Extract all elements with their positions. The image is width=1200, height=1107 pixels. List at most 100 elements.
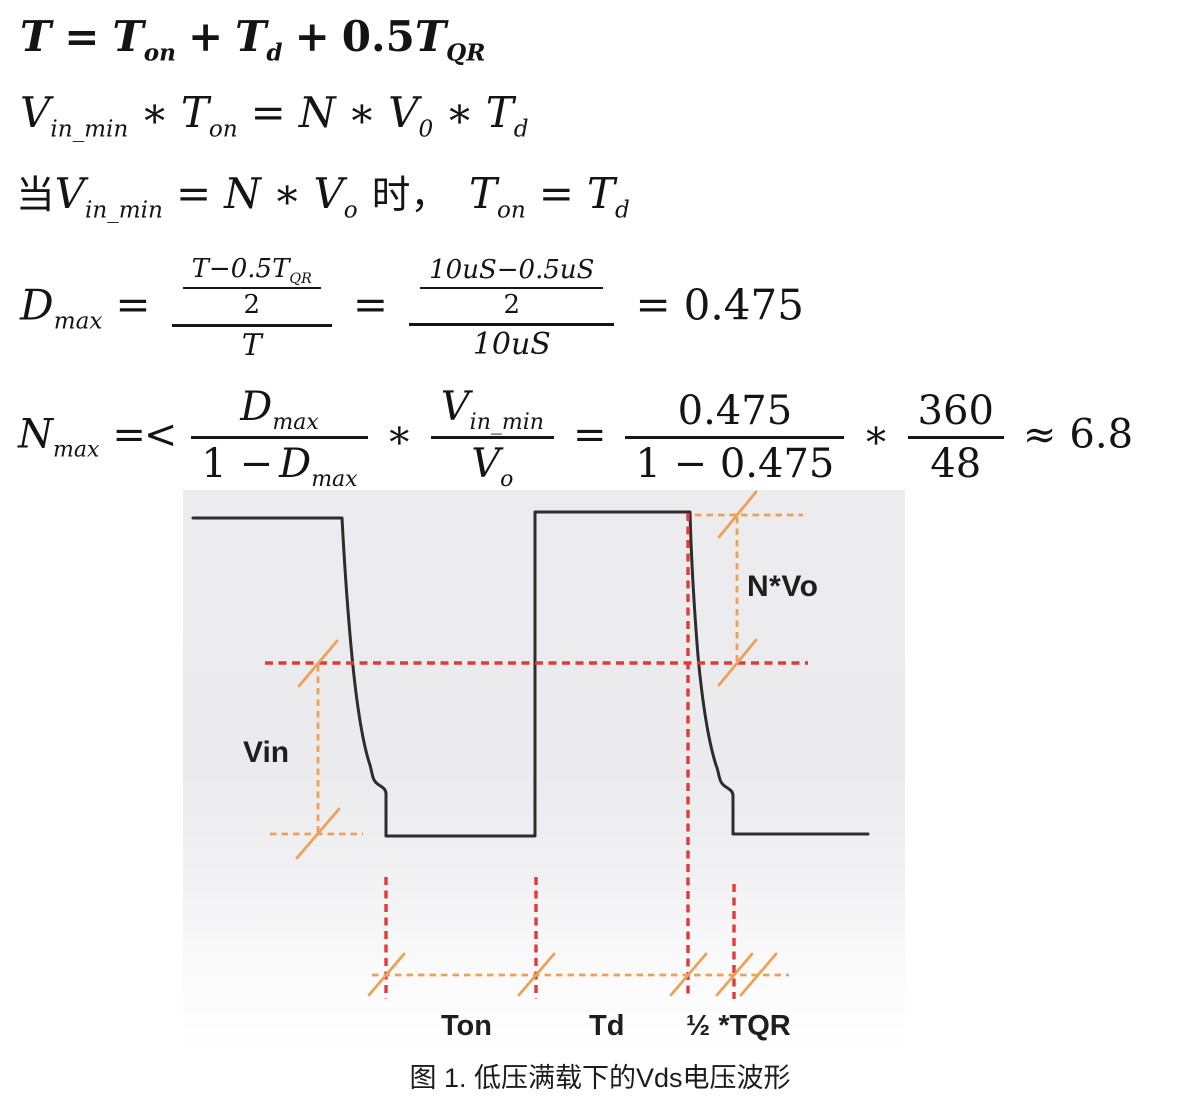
subscript: max xyxy=(311,467,358,492)
subscript: max xyxy=(272,410,319,435)
math-token: N xyxy=(298,88,336,137)
fraction-numerator: T−0.5TQR 2 xyxy=(172,252,332,324)
math-token: + xyxy=(187,12,224,61)
subscript: d xyxy=(266,39,283,67)
fraction-bar xyxy=(420,286,604,289)
fraction: 10uS−0.5uS 2 xyxy=(420,254,604,322)
subscript: QR xyxy=(289,271,312,288)
math-token: V xyxy=(440,384,470,430)
subscript: in_min xyxy=(50,116,129,143)
math-token: V xyxy=(20,88,51,137)
math-token: N xyxy=(18,411,53,458)
math-token: = xyxy=(352,280,389,330)
fraction-numerator: Dmax xyxy=(230,382,328,436)
fraction-bar xyxy=(182,287,321,290)
subscript: on xyxy=(496,197,526,224)
math-token: ≈ xyxy=(1022,411,1057,458)
subscript: d xyxy=(614,197,630,224)
math-token: ∗ xyxy=(862,411,890,458)
fraction-bar xyxy=(907,436,1004,439)
math-token: V xyxy=(54,169,85,218)
fraction-numerator: 0.475 xyxy=(677,388,793,434)
fraction-numerator: 10uS−0.5uS 2 xyxy=(409,253,614,323)
math-token: T xyxy=(235,12,267,61)
equation-dmax: Dmax = T−0.5TQR 2 T = 10uS−0.5uS 2 10uS = 0.475 xyxy=(20,252,804,365)
fraction: 360 48 xyxy=(907,386,1004,489)
math-token: 1 − xyxy=(201,441,274,487)
equation-condition: 当Vin_min = N ∗ Vo 时， Ton = Td xyxy=(16,164,630,222)
equation-period: T = Ton + Td +0.5TQR xyxy=(20,12,485,64)
td-label: Td xyxy=(589,1010,625,1042)
math-token: = xyxy=(538,169,574,218)
fraction-denominator: 2 xyxy=(243,290,261,321)
vin-label: Vin xyxy=(243,736,290,769)
fraction-numerator: 10uS−0.5uS xyxy=(420,254,603,287)
fraction-denominator: T xyxy=(241,327,262,363)
math-token: ∗ xyxy=(272,169,302,218)
cjk-word-when: 当 xyxy=(16,173,55,218)
ton-label: Ton xyxy=(441,1010,492,1042)
fraction-numerator: T−0.5TQR xyxy=(183,253,321,287)
fraction-denominator: 1 − 0.475 xyxy=(635,441,835,487)
fraction: 0.475 1 − 0.475 xyxy=(625,386,845,489)
cjk-word-then: 时， xyxy=(371,173,449,218)
subscript: QR xyxy=(446,39,486,67)
fraction-numerator: 360 xyxy=(917,388,994,434)
subscript: on xyxy=(143,39,176,67)
fraction: Dmax 1 − Dmax xyxy=(191,382,368,493)
math-token: = xyxy=(175,169,212,218)
equation-volt-seconds: Vin_min ∗ Ton = N ∗ V0 ∗ Td xyxy=(20,88,529,141)
math-token: + xyxy=(294,12,330,61)
math-token: ∗ xyxy=(445,88,474,137)
fraction: Vin_min Vo xyxy=(430,382,554,493)
math-token: T xyxy=(20,12,52,61)
math-token: ∗ xyxy=(140,88,169,137)
math-token: T xyxy=(485,88,514,137)
math-token: V xyxy=(471,441,501,487)
fraction: T−0.5TQR 2 xyxy=(182,253,321,323)
math-token: D xyxy=(279,441,312,487)
math-token: = xyxy=(250,88,286,137)
math-token: = xyxy=(572,411,607,458)
subscript: on xyxy=(208,116,238,143)
half-tqr-label: ½ *TQR xyxy=(686,1010,791,1042)
math-token: ∗ xyxy=(347,88,377,137)
math-token: V xyxy=(388,88,419,137)
math-token: 6.8 xyxy=(1069,411,1134,458)
fraction-bar xyxy=(625,436,845,439)
subscript: max xyxy=(53,308,103,335)
math-token: ∗ xyxy=(385,411,413,458)
fraction-denominator: 2 xyxy=(503,289,521,320)
math-token: T xyxy=(112,12,144,61)
math-token: =< xyxy=(112,411,177,458)
fraction-denominator: 10uS xyxy=(472,327,551,363)
math-token: V xyxy=(313,169,344,218)
fraction-numerator: Vin_min xyxy=(431,382,554,436)
math-token: 0.5 xyxy=(341,12,415,61)
subscript: o xyxy=(500,467,514,492)
fraction-denominator: 48 xyxy=(930,441,982,487)
fraction-denominator: Vo xyxy=(461,439,523,493)
subscript: in_min xyxy=(84,197,163,224)
math-token: T xyxy=(414,12,447,61)
fraction-bar xyxy=(171,323,332,327)
subscript: max xyxy=(53,437,100,463)
fraction-bar xyxy=(430,436,554,439)
fraction-bar xyxy=(409,323,615,327)
subscript: o xyxy=(343,197,358,224)
math-token: = xyxy=(115,280,151,330)
figure-caption: 图 1. 低压满载下的Vds电压波形 xyxy=(409,1063,791,1093)
math-token: 0.475 xyxy=(683,280,804,330)
math-token: 10uS−0.5uS xyxy=(429,254,595,285)
fraction: T−0.5TQR 2 T xyxy=(171,252,332,365)
math-token: T xyxy=(468,169,497,218)
subscript: in_min xyxy=(469,410,544,435)
subscript: 0 xyxy=(418,116,434,143)
math-token: = xyxy=(635,280,671,330)
subscript: d xyxy=(513,116,529,143)
math-token: = xyxy=(64,12,100,61)
n-vo-label: N*Vo xyxy=(747,570,819,603)
fraction-denominator: 1 − Dmax xyxy=(191,439,367,493)
equation-nmax: Nmax =< Dmax 1 − Dmax ∗ Vin_min Vo = 0.475 1 − 0.4… xyxy=(18,382,1133,493)
